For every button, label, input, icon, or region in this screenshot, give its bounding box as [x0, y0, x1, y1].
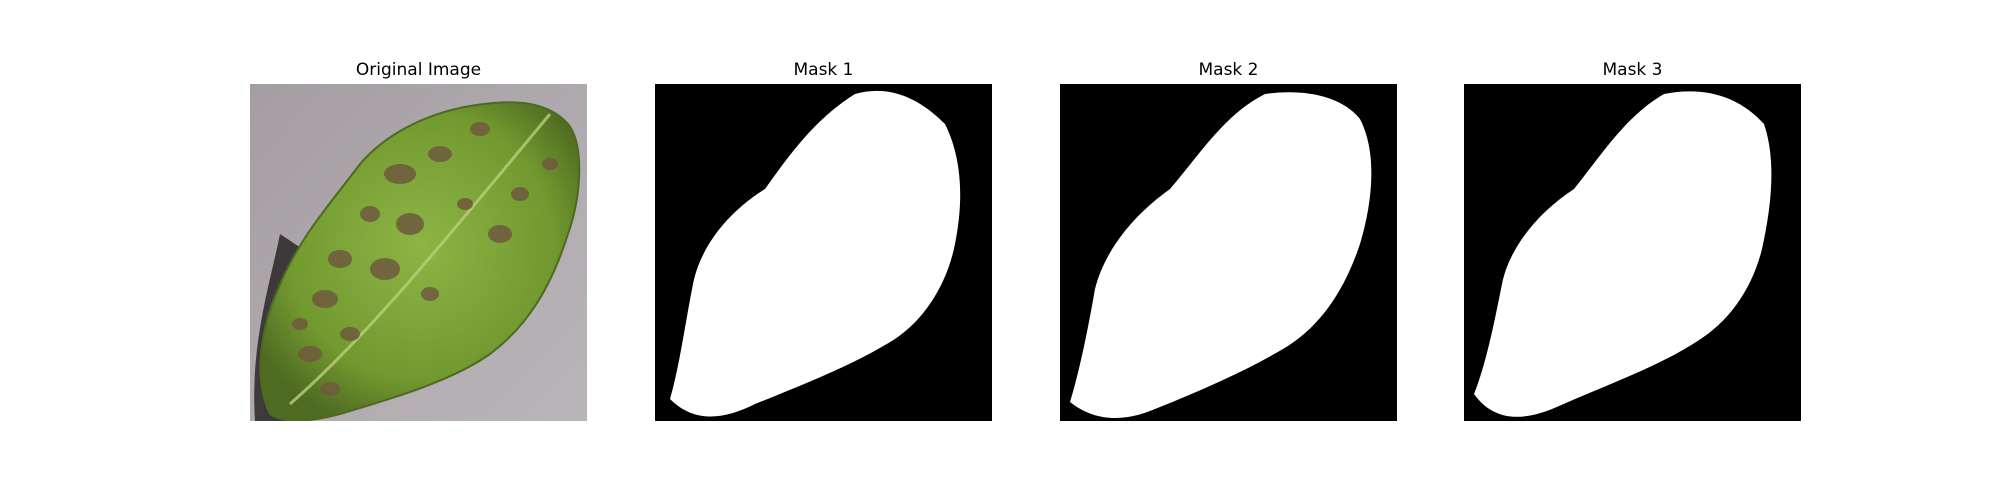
panel-title-original: Original Image — [355, 60, 482, 80]
panel-title-mask-3: Mask 3 — [1602, 60, 1663, 80]
panel-title-mask-2: Mask 2 — [1198, 60, 1259, 80]
panel-mask-2: Mask 2 — [1060, 56, 1397, 421]
original-leaf-image — [250, 84, 587, 421]
panel-title-mask-1: Mask 1 — [793, 60, 854, 80]
panel-mask-3: Mask 3 — [1464, 56, 1801, 421]
panel-mask-1: Mask 1 — [655, 56, 992, 421]
panel-original-image: Original Image — [250, 56, 587, 421]
mask-1-image — [655, 84, 992, 421]
mask-2-image — [1060, 84, 1397, 421]
mask-3-image — [1464, 84, 1801, 421]
